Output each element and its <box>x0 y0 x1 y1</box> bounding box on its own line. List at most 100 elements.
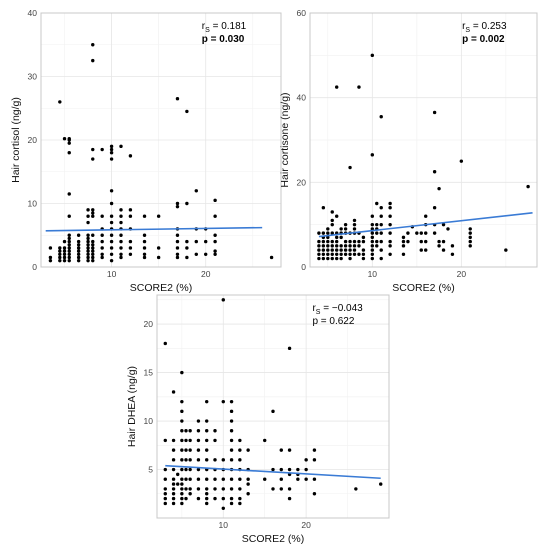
dhea-data-point <box>196 429 201 433</box>
cortisone-data-point <box>450 244 455 248</box>
cortisol-data-point <box>76 255 81 260</box>
cortisol-data-point <box>67 233 71 237</box>
cortisol-data-point <box>109 246 114 250</box>
cortisone-data-point <box>379 222 383 227</box>
cortisone-y-tick-label: 60 <box>297 8 307 18</box>
cortisone-data-point <box>352 218 357 223</box>
cortisone-data-point <box>330 256 334 261</box>
cortisone-data-point <box>330 239 334 244</box>
dhea-data-point <box>229 487 234 491</box>
dhea-data-point <box>229 438 234 443</box>
dhea-data-point <box>180 399 184 404</box>
cortisol-data-point <box>58 100 62 104</box>
cortisol-data-point <box>100 214 104 218</box>
cortisol-data-point <box>204 252 208 256</box>
cortisone-data-point <box>321 252 326 256</box>
dhea-data-point <box>196 448 201 452</box>
dhea-y-axis-title: Hair DHEA (ng/g) <box>126 366 138 447</box>
cortisone-data-point <box>335 85 339 89</box>
cortisol-data-point <box>91 157 95 161</box>
cortisol-data-point <box>58 246 62 250</box>
cortisol-data-point <box>119 239 123 244</box>
cortisol-data-point <box>86 258 90 263</box>
dhea-data-point <box>171 501 176 506</box>
cortisone-data-point <box>415 231 419 235</box>
dhea-data-point <box>229 448 234 452</box>
cortisol-data-point <box>175 97 180 101</box>
cortisol-data-point <box>119 208 123 212</box>
dhea-x-axis-title: SCORE2 (%) <box>242 533 304 544</box>
cortisone-data-point <box>432 170 437 174</box>
cortisol-y-tick-label: 20 <box>28 135 38 145</box>
cortisol-data-point <box>100 255 104 260</box>
cortisone-data-point <box>321 206 326 210</box>
cortisol-data-point <box>194 239 198 244</box>
cortisol-data-point <box>76 233 81 237</box>
cortisone-data-point <box>326 252 330 256</box>
cortisone-data-point <box>437 244 441 248</box>
cortisol-data-point <box>58 258 62 263</box>
cortisone-data-point <box>326 231 330 235</box>
cortisone-data-point <box>335 244 339 248</box>
cortisol-data-point <box>175 239 180 244</box>
dhea-data-point <box>263 438 267 443</box>
dhea-data-point <box>163 477 167 481</box>
cortisone-data-point <box>348 239 352 244</box>
dhea-data-point <box>180 438 184 443</box>
cortisol-data-point <box>185 109 189 114</box>
cortisone-data-point <box>370 248 375 252</box>
cortisol-data-point <box>91 239 95 244</box>
cortisol-data-point <box>91 258 95 263</box>
cortisol-data-point <box>67 239 71 244</box>
cortisol-data-point <box>76 246 81 250</box>
cortisone-data-point <box>370 153 375 157</box>
dhea-data-point <box>238 448 242 452</box>
cortisol-data-point <box>175 252 180 256</box>
dhea-data-point <box>221 487 225 491</box>
dhea-data-point <box>205 429 209 433</box>
dhea-data-point <box>163 496 167 501</box>
cortisone-data-point <box>339 235 343 240</box>
cortisone-x-tick-label: 20 <box>457 269 467 279</box>
cortisol-data-point <box>142 252 147 256</box>
cortisone-data-point <box>370 235 375 240</box>
cortisol-data-point <box>86 208 90 212</box>
dhea-data-point <box>296 467 300 472</box>
cortisone-data-point <box>388 231 392 235</box>
dhea-data-point <box>188 438 192 443</box>
dhea-data-point <box>205 496 209 501</box>
cortisone-data-point <box>361 239 366 244</box>
dhea-data-point <box>312 448 317 452</box>
cortisol-data-point <box>62 246 67 250</box>
cortisol-data-point <box>100 233 104 237</box>
cortisol-data-point <box>142 246 147 250</box>
cortisol-data-point <box>67 249 71 253</box>
cortisol-data-point <box>67 236 71 241</box>
dhea-data-point <box>180 501 184 506</box>
cortisone-data-point <box>321 256 326 261</box>
cortisol-data-point <box>76 258 81 263</box>
cortisol-data-point <box>175 246 180 250</box>
dhea-data-point <box>213 477 217 481</box>
dhea-data-point <box>279 467 283 472</box>
dhea-data-point <box>263 477 267 481</box>
cortisone-data-point <box>339 244 343 248</box>
cortisol-data-point <box>86 252 90 256</box>
dhea-data-point <box>171 390 176 394</box>
dhea-data-point <box>188 467 192 472</box>
cortisone-y-tick-label: 0 <box>301 262 306 272</box>
cortisone-data-point <box>424 231 428 235</box>
cortisone-spearman-r: rS = 0.253 <box>462 21 507 34</box>
cortisol-data-point <box>86 233 90 237</box>
dhea-data-point <box>205 448 209 452</box>
cortisone-plot-frame <box>309 12 538 268</box>
cortisone-data-point <box>419 231 423 235</box>
cortisol-data-point <box>100 239 104 244</box>
cortisol-data-point <box>62 252 67 256</box>
dhea-data-point <box>184 487 188 491</box>
dhea-data-point <box>176 482 180 486</box>
cortisone-data-point <box>446 227 450 231</box>
cortisone-data-point <box>352 222 357 227</box>
cortisone-data-point <box>379 231 383 235</box>
cortisone-data-point <box>330 222 334 227</box>
